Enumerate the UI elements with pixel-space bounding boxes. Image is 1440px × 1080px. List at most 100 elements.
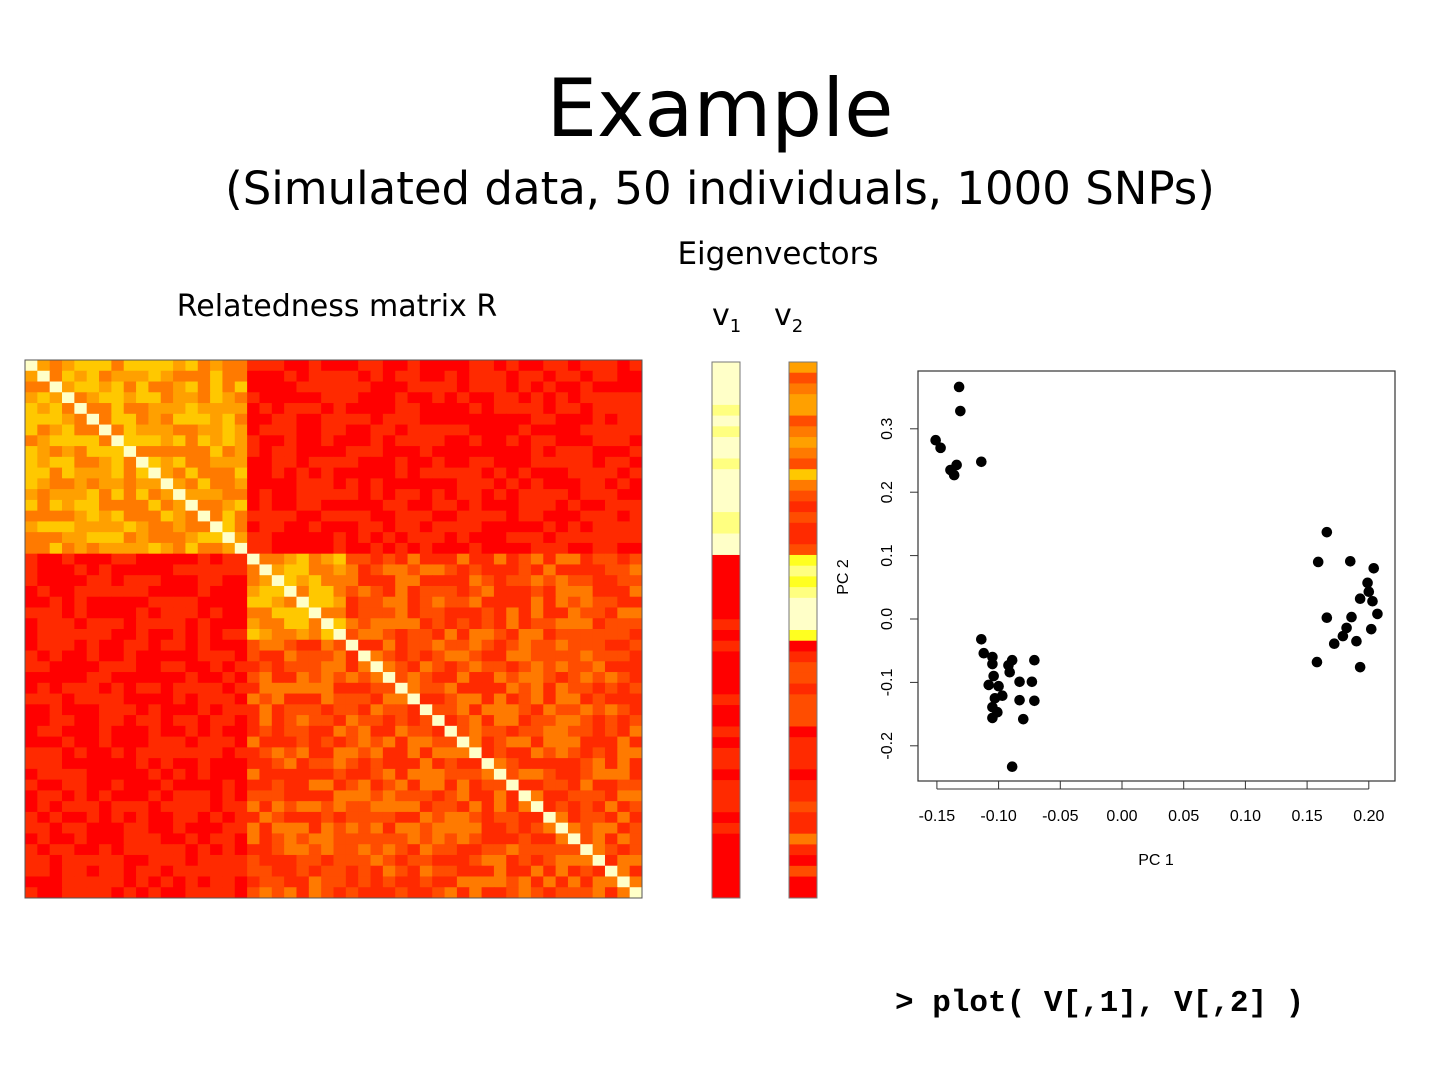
heatmap-cell	[592, 510, 606, 522]
heatmap-cell	[469, 779, 483, 791]
heatmap-cell	[185, 553, 199, 565]
heatmap-cell	[543, 575, 557, 587]
heatmap-cell	[419, 360, 433, 372]
heatmap-cell	[432, 779, 446, 791]
heatmap-cell	[197, 360, 211, 372]
v2-cell	[789, 447, 817, 459]
heatmap-cell	[136, 887, 149, 899]
heatmap-cell	[148, 779, 162, 791]
heatmap-cell	[136, 392, 149, 404]
heatmap-cell	[321, 467, 334, 479]
data-point	[1017, 713, 1029, 725]
heatmap-cell	[481, 435, 495, 447]
heatmap-cell	[481, 564, 495, 576]
heatmap-cell	[222, 801, 236, 813]
heatmap-cell	[469, 715, 483, 727]
heatmap-cell	[222, 693, 236, 705]
heatmap-cell	[111, 822, 125, 834]
heatmap-cell	[259, 790, 273, 802]
heatmap-cell	[493, 521, 507, 533]
heatmap-cell	[530, 618, 544, 630]
v2-cell	[789, 383, 817, 395]
heatmap-cell	[99, 392, 112, 404]
heatmap-cell	[432, 532, 446, 544]
v2-subscript: 2	[791, 316, 804, 337]
heatmap-cell	[86, 822, 100, 834]
heatmap-cell	[173, 499, 186, 512]
heatmap-cell	[160, 381, 174, 393]
heatmap-cell	[210, 575, 223, 587]
heatmap-cell	[86, 596, 100, 608]
heatmap-cell	[419, 499, 433, 512]
heatmap-cell	[469, 661, 483, 673]
heatmap-cell	[62, 424, 75, 436]
heatmap-cell	[210, 672, 223, 684]
heatmap-cell	[259, 607, 273, 619]
heatmap-cell	[629, 499, 643, 512]
heatmap-cell	[185, 704, 199, 716]
heatmap-cell	[493, 360, 507, 372]
heatmap-cell	[308, 456, 322, 469]
heatmap-cell	[99, 446, 112, 458]
heatmap-cell	[493, 639, 507, 652]
heatmap-cell	[210, 629, 223, 641]
heatmap-cell	[493, 693, 507, 705]
heatmap-cell	[530, 521, 544, 533]
heatmap-cell	[321, 360, 334, 372]
heatmap-cell	[345, 704, 359, 716]
heatmap-cell	[173, 553, 186, 565]
heatmap-cell	[37, 876, 51, 888]
heatmap-cell	[555, 392, 569, 404]
heatmap-cell	[271, 456, 285, 469]
v1-cell	[712, 437, 740, 449]
heatmap-cell	[432, 876, 446, 888]
heatmap-cell	[345, 844, 359, 856]
heatmap-cell	[530, 887, 544, 899]
heatmap-cell	[123, 424, 137, 436]
v2-cell	[789, 469, 817, 481]
heatmap-cell	[382, 844, 396, 856]
heatmap-cell	[259, 403, 273, 415]
heatmap-cell	[160, 833, 174, 845]
heatmap-cell	[432, 360, 446, 372]
heatmap-cell	[247, 887, 260, 899]
heatmap-cell	[25, 822, 38, 834]
heatmap-cell	[185, 639, 199, 652]
heatmap-cell	[530, 424, 544, 436]
v2-cell	[789, 490, 817, 502]
heatmap-cell	[506, 854, 520, 867]
heatmap-cell	[271, 865, 285, 877]
heatmap-cell	[49, 887, 63, 899]
heatmap-cell	[123, 811, 137, 824]
heatmap-cell	[617, 854, 631, 867]
heatmap-cell	[308, 715, 322, 727]
heatmap-cell	[111, 779, 125, 791]
heatmap-cell	[123, 650, 137, 662]
heatmap-cell	[382, 725, 396, 738]
heatmap-cell	[247, 661, 260, 673]
heatmap-cell	[271, 521, 285, 533]
heatmap-cell	[99, 629, 112, 641]
heatmap-cell	[25, 381, 38, 393]
heatmap-cell	[62, 596, 75, 608]
heatmap-cell	[210, 768, 223, 781]
heatmap-cell	[333, 822, 347, 834]
heatmap-cell	[629, 478, 643, 490]
heatmap-cell	[160, 521, 174, 533]
heatmap-cell	[518, 542, 532, 555]
heatmap-cell	[37, 854, 51, 867]
heatmap-cell	[382, 424, 396, 436]
heatmap-cell	[197, 607, 211, 619]
heatmap-cell	[543, 876, 557, 888]
heatmap-cell	[37, 865, 51, 877]
heatmap-cell	[370, 704, 384, 716]
heatmap-cell	[493, 801, 507, 813]
heatmap-cell	[543, 360, 557, 372]
heatmap-cell	[99, 693, 112, 705]
heatmap-cell	[111, 801, 125, 813]
v1-cell	[712, 554, 740, 567]
heatmap-cell	[456, 360, 470, 372]
heatmap-cell	[259, 650, 273, 662]
heatmap-cell	[99, 758, 112, 770]
heatmap-cell	[210, 456, 223, 469]
